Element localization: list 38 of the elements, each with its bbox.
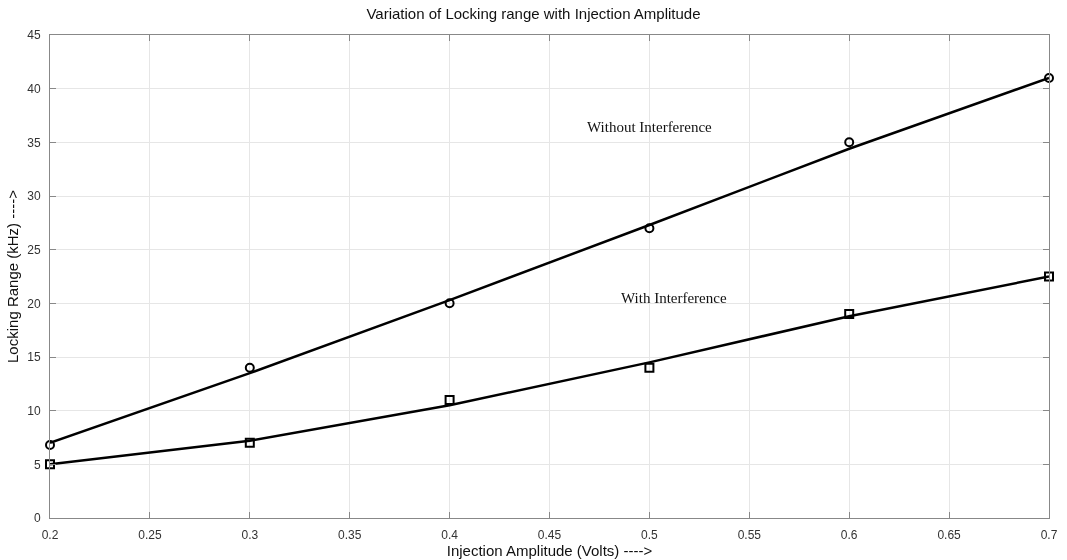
point <box>444 298 455 309</box>
y-axis-title: Locking Range (kHz) ----> <box>4 189 22 363</box>
annotation: With Interference <box>621 290 727 306</box>
point <box>644 223 655 234</box>
y-tick-label: 35 <box>27 135 41 150</box>
x-tick-label: 0.5 <box>641 528 659 543</box>
x-tick-label: 0.35 <box>338 528 362 543</box>
y-tick-label: 10 <box>27 403 41 418</box>
x-tick-label: 0.7 <box>1040 528 1058 543</box>
point <box>244 362 255 373</box>
x-tick-label: 0.2 <box>41 528 59 543</box>
y-tick-label: 20 <box>27 296 41 311</box>
point <box>45 440 55 451</box>
point <box>844 309 855 320</box>
point <box>244 437 255 448</box>
chart-title: Variation of Locking range with Injection Amplitude <box>366 4 701 22</box>
y-tick-label: 40 <box>27 81 41 96</box>
x-tick-label: 0.25 <box>138 528 162 543</box>
point <box>644 362 655 373</box>
x-tick-label: 0.55 <box>737 528 762 543</box>
point <box>1044 72 1054 83</box>
annotation: Without Interference <box>587 119 713 135</box>
x-tick-label: 0.65 <box>937 528 962 543</box>
x-tick-label: 0.3 <box>241 528 259 543</box>
y-tick-label: 25 <box>27 242 41 257</box>
point <box>844 137 855 148</box>
point <box>45 459 55 470</box>
y-tick-label: 15 <box>27 350 41 365</box>
y-tick-label: 30 <box>27 189 41 204</box>
x-tick-label: 0.6 <box>840 528 858 543</box>
x-axis-title: Injection Amplitude (Volts) ----> <box>446 542 653 560</box>
y-tick-label: 45 <box>27 28 41 43</box>
point <box>1044 271 1054 282</box>
x-tick-label: 0.45 <box>537 528 562 543</box>
x-tick-label: 0.4 <box>441 528 459 543</box>
point <box>444 394 455 405</box>
y-tick-label: 0 <box>33 511 41 526</box>
y-tick-label: 5 <box>33 457 41 472</box>
